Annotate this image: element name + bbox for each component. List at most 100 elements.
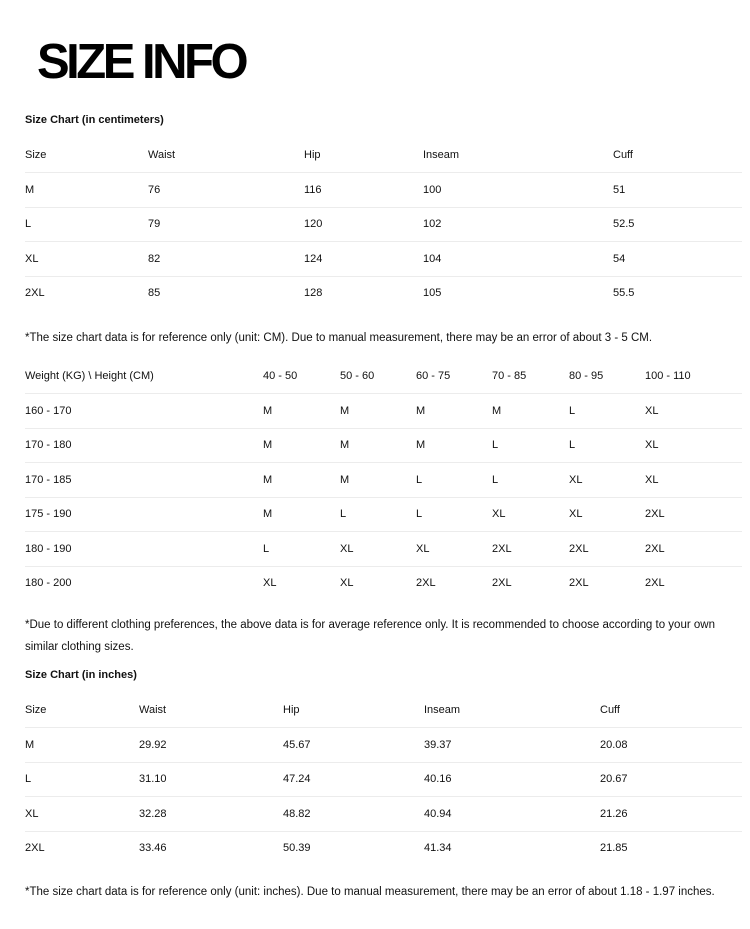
table-row: 160 - 170 M M M M L XL bbox=[25, 393, 742, 429]
column-header: 80 - 95 bbox=[569, 359, 645, 394]
table-cell: L bbox=[263, 531, 340, 567]
table-cell: L bbox=[25, 207, 148, 242]
table-cell: M bbox=[416, 428, 492, 463]
column-header: Size bbox=[25, 693, 139, 728]
table-cell: XL bbox=[569, 462, 645, 498]
table-cell: M bbox=[263, 393, 340, 429]
table-cell: 116 bbox=[304, 172, 423, 208]
cm-chart-heading: Size Chart (in centimeters) bbox=[25, 114, 164, 126]
table-cell: 45.67 bbox=[283, 727, 424, 763]
table-cell: L bbox=[25, 762, 139, 797]
table-cell: 120 bbox=[304, 207, 423, 242]
cm-size-table: Size Waist Hip Inseam Cuff M 76 116 100 51 L 79 120 1… bbox=[25, 138, 742, 310]
table-row: 170 - 185 M M L L XL XL bbox=[25, 462, 742, 498]
weight-height-fit-table: Weight (KG) \ Height (CM) 40 - 50 50 - 60 6… bbox=[25, 359, 742, 600]
table-cell: 160 - 170 bbox=[25, 393, 263, 429]
table-cell: M bbox=[263, 428, 340, 463]
table-cell: 50.39 bbox=[283, 842, 311, 855]
table-cell: L bbox=[569, 393, 645, 429]
column-header: Weight (KG) \ Height (CM) bbox=[25, 359, 263, 394]
column-header: 70 - 85 bbox=[492, 359, 569, 394]
table-cell: L bbox=[340, 497, 416, 532]
table-cell: 32.28 bbox=[139, 796, 283, 832]
table-cell: 124 bbox=[304, 241, 423, 277]
table-row: M 76 116 100 51 bbox=[25, 172, 742, 208]
table-cell: M bbox=[416, 393, 492, 429]
table-cell: 104 bbox=[423, 241, 613, 277]
column-header: Hip bbox=[304, 138, 423, 173]
table-cell: XL bbox=[645, 393, 742, 429]
table-cell: M bbox=[340, 462, 416, 498]
table-cell: M bbox=[25, 172, 148, 208]
table-row: XL 82 124 104 54 bbox=[25, 241, 742, 277]
table-cell: XL bbox=[645, 428, 742, 463]
table-cell: M bbox=[340, 393, 416, 429]
column-header: Cuff bbox=[600, 693, 742, 728]
table-cell: 2XL bbox=[416, 577, 436, 590]
table-cell: L bbox=[416, 497, 492, 532]
table-cell: 85 bbox=[148, 287, 161, 300]
table-cell: 41.34 bbox=[424, 842, 452, 855]
table-header-row: Size Waist Hip Inseam Cuff bbox=[25, 693, 742, 728]
table-cell: 82 bbox=[148, 241, 304, 277]
table-row: 180 - 200 XL XL 2XL 2XL 2XL 2XL bbox=[25, 566, 742, 600]
table-row: 180 - 190 L XL XL 2XL 2XL 2XL bbox=[25, 531, 742, 567]
table-cell: 31.10 bbox=[139, 762, 283, 797]
table-cell: XL bbox=[416, 531, 492, 567]
table-cell: 180 - 200 bbox=[25, 577, 72, 590]
column-header: Size bbox=[25, 138, 148, 173]
table-cell: 170 - 185 bbox=[25, 462, 263, 498]
table-row: 2XL 85 128 105 55.5 bbox=[25, 276, 742, 310]
table-row: L 79 120 102 52.5 bbox=[25, 207, 742, 242]
table-cell: XL bbox=[569, 497, 645, 532]
column-header: Waist bbox=[148, 138, 304, 173]
table-cell: 76 bbox=[148, 172, 304, 208]
column-header: 50 - 60 bbox=[340, 359, 416, 394]
table-cell: 52.5 bbox=[613, 207, 742, 242]
table-row: M 29.92 45.67 39.37 20.08 bbox=[25, 727, 742, 763]
table-cell: 180 - 190 bbox=[25, 531, 263, 567]
table-cell: XL bbox=[340, 577, 354, 590]
table-cell: XL bbox=[263, 577, 277, 590]
table-cell: 105 bbox=[423, 287, 442, 300]
table-cell: 2XL bbox=[569, 577, 589, 590]
table-row: 170 - 180 M M M L L XL bbox=[25, 428, 742, 463]
table-cell: 20.67 bbox=[600, 762, 742, 797]
cm-chart-note: *The size chart data is for reference on… bbox=[25, 332, 653, 344]
table-cell: 51 bbox=[613, 172, 742, 208]
table-cell: 33.46 bbox=[139, 842, 167, 855]
table-cell: 170 - 180 bbox=[25, 428, 263, 463]
table-cell: XL bbox=[340, 531, 416, 567]
inch-chart-note: *The size chart data is for reference on… bbox=[25, 886, 715, 898]
table-cell: 29.92 bbox=[139, 727, 283, 763]
table-cell: 175 - 190 bbox=[25, 497, 263, 532]
table-cell: 100 bbox=[423, 172, 613, 208]
table-cell: 2XL bbox=[645, 577, 665, 590]
table-cell: 40.16 bbox=[424, 762, 600, 797]
table-row: L 31.10 47.24 40.16 20.67 bbox=[25, 762, 742, 797]
table-cell: XL bbox=[25, 241, 148, 277]
table-cell: 2XL bbox=[569, 531, 645, 567]
column-header: 100 - 110 bbox=[645, 359, 742, 394]
fit-chart-note: *Due to different clothing preferences, … bbox=[25, 619, 715, 653]
inch-chart-heading: Size Chart (in inches) bbox=[25, 669, 137, 681]
table-cell: L bbox=[416, 462, 492, 498]
table-cell: 2XL bbox=[25, 842, 45, 855]
table-cell: 2XL bbox=[492, 577, 512, 590]
table-cell: 21.85 bbox=[600, 842, 628, 855]
table-row: 2XL 33.46 50.39 41.34 21.85 bbox=[25, 831, 742, 865]
table-cell: L bbox=[492, 428, 569, 463]
table-cell: L bbox=[569, 428, 645, 463]
table-cell: 102 bbox=[423, 207, 613, 242]
table-header-row: Weight (KG) \ Height (CM) 40 - 50 50 - 60 6… bbox=[25, 359, 742, 394]
column-header: 60 - 75 bbox=[416, 359, 492, 394]
table-cell: 21.26 bbox=[600, 796, 742, 832]
table-cell: 2XL bbox=[645, 497, 742, 532]
table-row: XL 32.28 48.82 40.94 21.26 bbox=[25, 796, 742, 832]
table-cell: 2XL bbox=[492, 531, 569, 567]
table-cell: 128 bbox=[304, 287, 323, 300]
column-header: Inseam bbox=[423, 138, 613, 173]
table-cell: 2XL bbox=[25, 287, 45, 300]
table-row: 175 - 190 M L L XL XL 2XL bbox=[25, 497, 742, 532]
table-cell: M bbox=[263, 497, 340, 532]
